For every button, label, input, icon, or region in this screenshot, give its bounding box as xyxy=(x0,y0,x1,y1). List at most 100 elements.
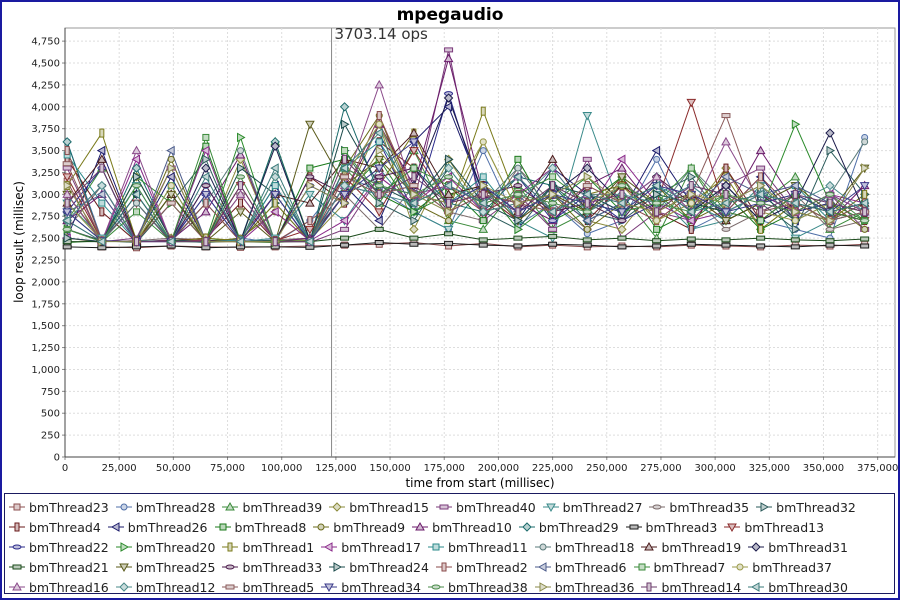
legend-label: bmThread19 xyxy=(661,539,742,555)
legend-label: bmThread40 xyxy=(455,499,536,515)
data-point xyxy=(617,235,627,241)
data-point xyxy=(96,236,106,247)
data-point xyxy=(374,79,385,89)
data-point xyxy=(755,189,765,200)
data-point xyxy=(513,191,523,197)
data-point xyxy=(201,190,211,200)
legend-marker-icon xyxy=(329,562,346,572)
legend-marker-icon xyxy=(435,562,452,572)
series-bmThread1 xyxy=(66,109,865,243)
legend-marker-icon xyxy=(9,522,25,532)
data-point xyxy=(166,200,176,206)
data-point xyxy=(235,208,246,217)
legend-item: bmThread22 xyxy=(9,537,109,557)
markers-bmThread36 xyxy=(63,145,870,247)
data-point xyxy=(339,180,350,191)
legend-label: bmThread26 xyxy=(127,519,208,535)
x-tick-label: 275,000 xyxy=(640,463,681,474)
y-tick-label: 3,750 xyxy=(31,124,60,135)
data-point xyxy=(304,236,314,247)
data-point xyxy=(686,215,695,226)
x-axis: 0 25,000 50,000 75,000 100,000 125,000 150,000… xyxy=(62,456,898,474)
legend-marker-icon xyxy=(222,584,239,590)
legend-marker-icon xyxy=(222,542,239,552)
legend-marker xyxy=(324,583,335,592)
data-point xyxy=(305,225,315,235)
legend-marker-icon xyxy=(107,522,124,532)
data-point xyxy=(64,198,70,208)
data-point xyxy=(651,171,662,181)
data-point xyxy=(790,237,800,243)
data-point xyxy=(270,141,280,151)
data-point xyxy=(131,145,142,155)
data-point xyxy=(444,240,454,246)
legend-item: bmThread32 xyxy=(756,497,856,517)
data-point xyxy=(62,226,72,232)
x-tick-label: 175,000 xyxy=(424,463,465,474)
data-point xyxy=(62,215,71,226)
legend-marker xyxy=(751,542,761,552)
data-point xyxy=(443,93,454,103)
legend-item: bmThread27 xyxy=(542,497,642,517)
legend-label: bmThread15 xyxy=(349,499,429,515)
y-tick-label: 1,000 xyxy=(31,365,60,376)
data-point xyxy=(582,183,592,189)
legend-marker-icon xyxy=(542,503,559,512)
legend-marker xyxy=(537,562,547,572)
y-tick-label: 4,750 xyxy=(31,37,60,48)
data-point xyxy=(582,209,592,215)
legend-marker xyxy=(219,523,227,531)
y-tick-label: 4,000 xyxy=(31,102,60,113)
data-point xyxy=(98,199,106,207)
data-point xyxy=(653,225,661,233)
data-point xyxy=(62,189,73,198)
data-point xyxy=(272,198,278,208)
data-point xyxy=(651,180,661,191)
series-line xyxy=(66,109,865,243)
legend-label: bmThread23 xyxy=(29,499,109,515)
data-point xyxy=(340,235,350,241)
legend-marker xyxy=(118,563,129,572)
data-point xyxy=(99,207,105,217)
data-point xyxy=(375,138,383,146)
data-point xyxy=(237,147,245,155)
data-point xyxy=(166,236,175,247)
legend-marker-icon xyxy=(222,564,239,570)
data-point xyxy=(374,128,383,138)
data-point xyxy=(374,164,385,174)
legend-item: bmThread35 xyxy=(649,497,749,517)
data-point xyxy=(446,198,452,208)
legend-marker xyxy=(14,522,20,532)
data-point xyxy=(480,106,486,116)
y-axis: 0 250 500 750 1,000 1,250 1,500 1,750 2,000 2,250… xyxy=(31,28,66,464)
data-point xyxy=(445,206,454,217)
data-point xyxy=(825,191,835,197)
legend-marker xyxy=(225,502,236,511)
data-point xyxy=(617,224,627,235)
legend-marker-icon xyxy=(633,563,650,571)
series-bmThread30 xyxy=(66,132,865,243)
marker-label: 3703.14 ops xyxy=(335,25,428,43)
data-point xyxy=(616,198,626,208)
data-point xyxy=(270,190,281,200)
y-tick-label: 1,500 xyxy=(31,321,60,332)
legend-item: bmThread11 xyxy=(427,537,528,557)
data-point xyxy=(756,200,766,206)
legend-label: bmThread37 xyxy=(752,559,833,575)
data-point xyxy=(134,237,140,247)
data-point xyxy=(201,183,211,189)
data-point xyxy=(238,198,244,208)
legend-marker xyxy=(12,564,22,570)
legend-marker xyxy=(539,543,547,551)
legend-label: bmThread36 xyxy=(554,579,635,595)
data-point xyxy=(758,172,764,182)
data-point xyxy=(62,137,72,147)
data-point xyxy=(305,174,315,180)
data-point xyxy=(410,206,419,217)
data-point xyxy=(826,215,835,226)
data-point xyxy=(133,208,141,216)
data-point xyxy=(791,119,801,130)
data-point xyxy=(131,154,141,165)
legend-item: bmThread31 xyxy=(748,537,848,557)
data-point xyxy=(653,155,661,163)
